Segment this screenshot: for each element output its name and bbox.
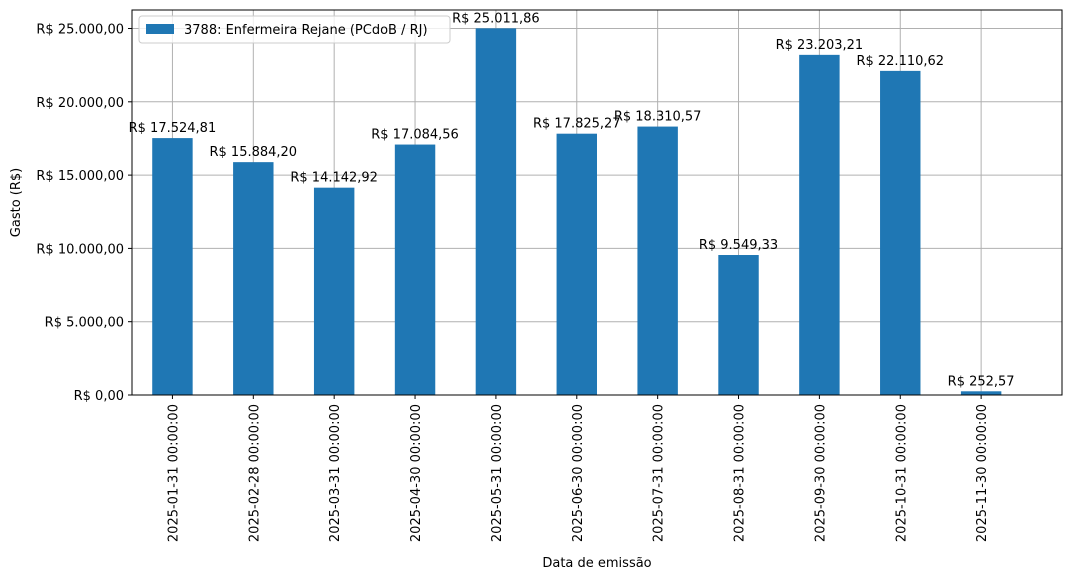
x-tick-label: 2025-05-31 00:00:00 (490, 404, 505, 542)
y-axis: R$ 0,00 R$ 5.000,00 R$ 10.000,00 R$ 15.000,… (36, 23, 132, 404)
legend-swatch (146, 24, 174, 34)
legend-box (138, 15, 451, 44)
x-tick-label: 2025-10-31 00:00:00 (894, 404, 909, 542)
bar (799, 54, 840, 395)
x-tick-label: 2025-08-31 00:00:00 (733, 404, 748, 542)
bar-value-label: R$ 17.825,27 (533, 117, 621, 132)
bar (475, 28, 517, 395)
data-labels: R$ 17.524,81 R$ 15.884,20 R$ 14.142,92 R$ 1… (129, 11, 1015, 389)
bar-value-label: R$ 18.310,57 (614, 110, 702, 125)
bar (960, 391, 1002, 395)
y-tick-label: R$ 10.000,00 (36, 242, 124, 257)
legend-label: 3788: Enfermeira Rejane (PCdoB / RJ) (184, 23, 428, 38)
x-tick-label: 2025-06-30 00:00:00 (571, 404, 586, 542)
bar (394, 144, 436, 395)
y-tick-label: R$ 25.000,00 (36, 23, 124, 38)
x-axis-label: Data de emissão (542, 556, 651, 571)
bar-value-label: R$ 15.884,20 (209, 145, 297, 160)
bar (233, 162, 274, 395)
bar-value-label: R$ 14.142,92 (290, 171, 378, 186)
bar-value-label: R$ 9.549,33 (699, 238, 778, 253)
bar-value-label: R$ 17.084,56 (371, 128, 459, 143)
x-tick-label: 2025-09-30 00:00:00 (813, 404, 828, 542)
legend: 3788: Enfermeira Rejane (PCdoB / RJ) (138, 15, 451, 44)
x-tick-label: 2025-07-31 00:00:00 (652, 404, 667, 542)
x-tick-label: 2025-03-31 00:00:00 (328, 404, 343, 542)
y-tick-label: R$ 15.000,00 (36, 169, 124, 184)
y-axis-label: Gasto (R$) (9, 168, 24, 237)
x-tick-label: 2025-01-31 00:00:00 (166, 404, 181, 542)
bar-value-label: R$ 17.524,81 (129, 121, 217, 136)
bar (152, 138, 193, 395)
bar (637, 126, 678, 395)
bar-value-label: R$ 25.011,86 (452, 11, 540, 26)
bar (313, 187, 355, 395)
bar-value-label: R$ 23.203,21 (776, 38, 864, 53)
x-tick-label: 2025-02-28 00:00:00 (247, 404, 262, 542)
bar-value-label: R$ 22.110,62 (856, 54, 944, 69)
y-tick-label: R$ 0,00 (74, 389, 124, 404)
x-tick-label: 2025-04-30 00:00:00 (409, 404, 424, 542)
y-tick-label: R$ 5.000,00 (45, 316, 124, 331)
bar (880, 70, 921, 395)
bar (556, 133, 597, 395)
plot-frame (131, 9, 1063, 396)
bar (718, 255, 759, 395)
bar-value-label: R$ 252,57 (948, 374, 1015, 389)
bars (152, 28, 1002, 395)
x-axis: 2025-01-31 00:00:00 2025-02-28 00:00:00 20… (166, 395, 990, 542)
x-tick-label: 2025-11-30 00:00:00 (975, 404, 990, 542)
y-tick-label: R$ 20.000,00 (36, 96, 124, 111)
